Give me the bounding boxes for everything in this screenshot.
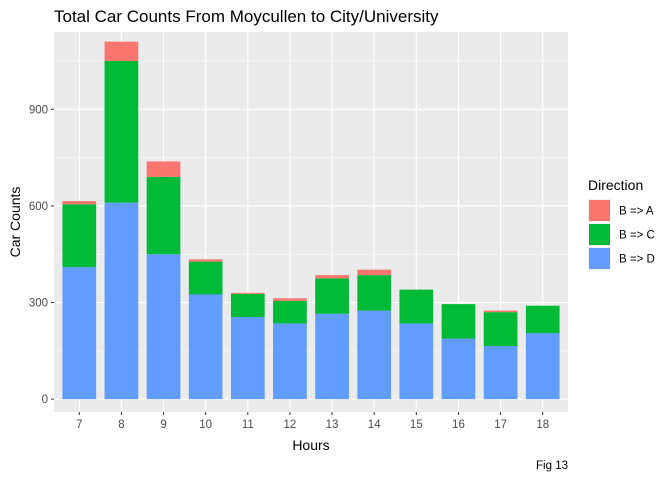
- bar: [62, 201, 97, 205]
- x-tick-label: 12: [284, 419, 297, 431]
- bar: [315, 278, 349, 314]
- bar: [230, 293, 265, 317]
- bar: [188, 259, 223, 262]
- y-tick-label: 900: [29, 104, 48, 116]
- y-axis: 0 300 600 900: [29, 104, 54, 406]
- legend-swatch: [589, 224, 610, 245]
- bar: [483, 345, 518, 400]
- bar: [483, 312, 518, 346]
- legend-swatch: [589, 248, 610, 269]
- x-tick-label: 18: [536, 419, 549, 431]
- x-axis-title: Hours: [292, 437, 329, 453]
- bars: [62, 41, 560, 400]
- y-tick-label: 0: [42, 394, 48, 406]
- bar: [357, 310, 392, 400]
- legend-label: B => C: [619, 230, 655, 242]
- bar: [525, 305, 560, 334]
- x-tick-label: 15: [410, 419, 423, 431]
- x-tick-label: 8: [118, 419, 124, 431]
- bar: [188, 261, 223, 295]
- bar: [441, 304, 476, 339]
- bar: [146, 176, 181, 255]
- x-tick-label: 10: [199, 419, 212, 431]
- bar: [104, 41, 139, 61]
- bar: [188, 294, 223, 400]
- bar: [104, 202, 139, 400]
- bar: [357, 269, 392, 276]
- bar: [441, 338, 476, 400]
- chart-title: Total Car Counts From Moycullen to City/…: [54, 7, 439, 26]
- bar: [230, 292, 265, 294]
- bar: [273, 298, 307, 301]
- bar: [230, 317, 265, 400]
- legend: Direction B => A B => C B => D: [588, 177, 655, 270]
- x-tick-label: 13: [326, 419, 339, 431]
- plot-panel: [54, 32, 568, 412]
- bar: [399, 323, 434, 400]
- legend-label: B => A: [619, 206, 654, 218]
- x-tick-label: 9: [160, 419, 166, 431]
- bar: [104, 60, 139, 203]
- legend-label: B => D: [619, 254, 655, 266]
- x-tick-label: 11: [242, 419, 254, 431]
- legend-swatch: [589, 200, 610, 221]
- bar: [62, 267, 97, 400]
- x-tick-label: 16: [452, 419, 465, 431]
- bar: [525, 333, 560, 400]
- x-tick-label: 17: [494, 419, 507, 431]
- legend-title: Direction: [588, 177, 643, 193]
- x-tick-label: 7: [76, 419, 82, 431]
- bar: [399, 289, 434, 324]
- y-tick-label: 600: [29, 201, 48, 213]
- bar: [62, 204, 97, 268]
- x-tick-label: 14: [368, 419, 381, 431]
- bar: [146, 254, 181, 400]
- bar: [273, 300, 307, 324]
- caption: Fig 13: [536, 460, 568, 472]
- y-axis-title: Car Counts: [7, 187, 23, 258]
- bar: [315, 313, 349, 400]
- bar: [315, 275, 349, 279]
- y-tick-label: 300: [29, 298, 48, 310]
- bar: [146, 161, 181, 177]
- x-axis: 7 8 9 10 11 12 13 14 15 16 17 18: [76, 412, 549, 431]
- bar: [273, 323, 307, 400]
- grid-minor: [54, 60, 568, 352]
- bar: [357, 275, 392, 311]
- bar: [483, 310, 518, 313]
